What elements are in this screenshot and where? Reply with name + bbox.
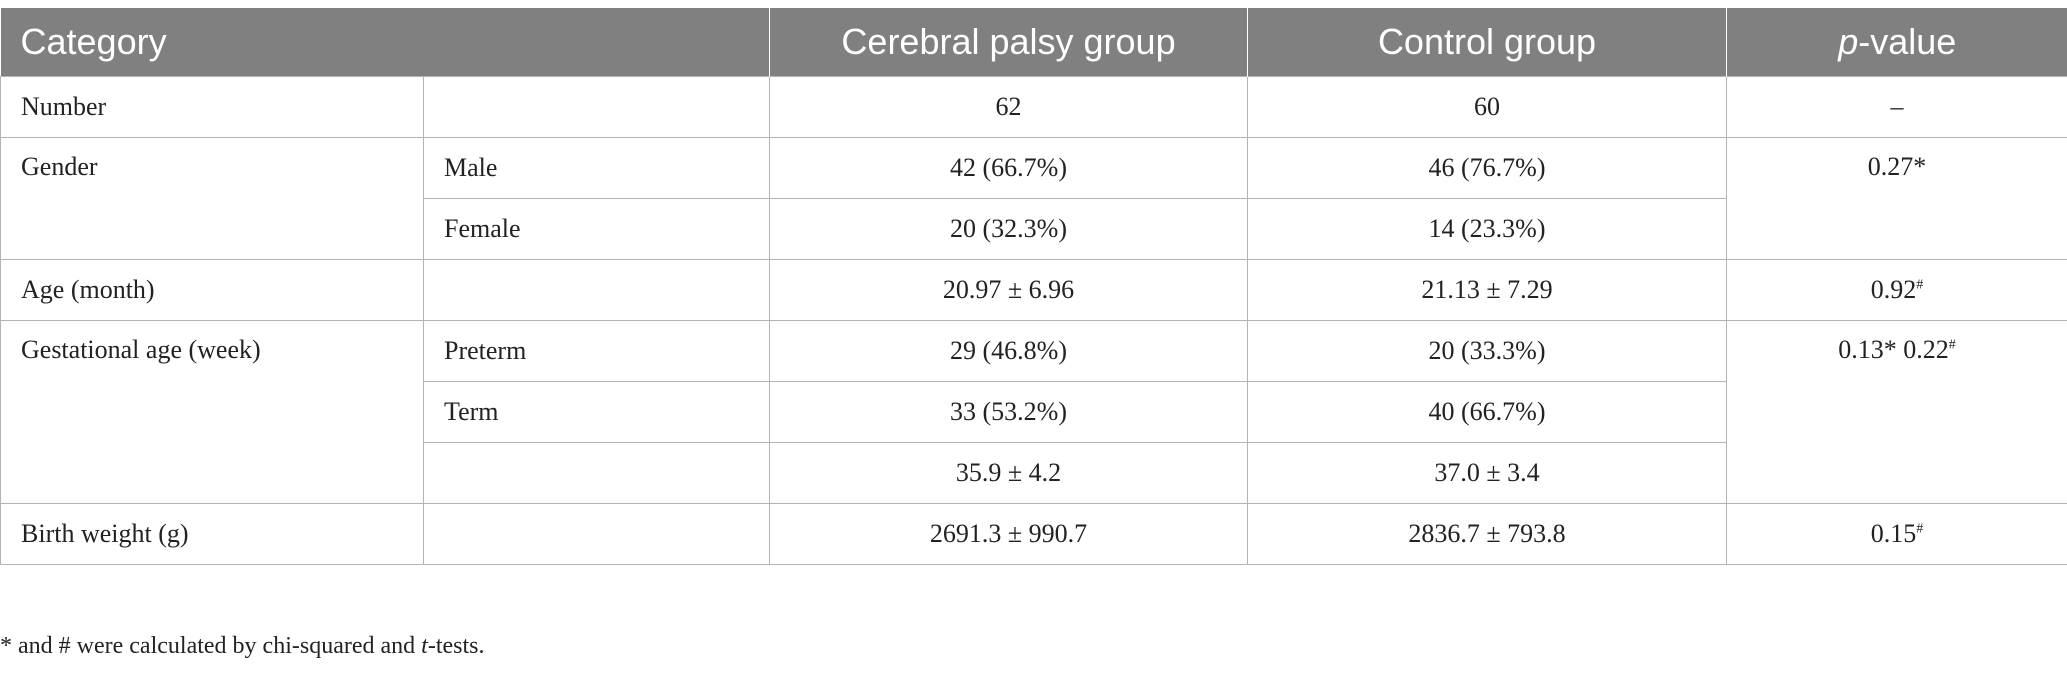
sub-label-female: Female (422, 198, 771, 260)
cell-age-p: 0.92# (1726, 259, 2067, 321)
cell-gender-p: 0.27* (1726, 137, 2067, 260)
sub-label-preterm: Preterm (422, 320, 771, 382)
table-row-gender-male: Gender Male 42 (66.7%) 46 (76.7%) 0.27* (0, 137, 2067, 260)
cell-birth-weight-control: 2836.7 ± 793.8 (1247, 503, 1728, 565)
cell-number-p: – (1726, 76, 2067, 138)
sub-label-empty (422, 442, 771, 504)
cell-preterm-control: 20 (33.3%) (1247, 320, 1728, 382)
table-footnote: * and # were calculated by chi-squared a… (0, 633, 485, 660)
table-row-gender-female: Female 20 (32.3%) 14 (23.3%) (1, 198, 2067, 260)
row-label-number: Number (0, 76, 424, 138)
birth-weight-p-mark: # (1916, 521, 1924, 537)
header-pvalue: p-value (1726, 8, 2067, 77)
footnote-prefix: * and # were calculated by chi-squared a… (0, 633, 422, 659)
cell-number-control: 60 (1247, 76, 1728, 138)
row-label-gestational: Gestational age (week) (0, 320, 424, 504)
age-p-value: 0.92 (1870, 275, 1917, 304)
cell-preterm-cp: 29 (46.8%) (769, 320, 1249, 382)
cell-gestational-mean-control: 37.0 ± 3.4 (1247, 442, 1728, 504)
sub-label-empty (422, 259, 771, 321)
header-row: Category Cerebral palsy group Control gr… (0, 8, 2067, 77)
cell-male-cp: 42 (66.7%) (769, 137, 1249, 199)
header-pvalue-rest: -value (1858, 21, 1957, 62)
cell-gestational-mean-cp: 35.9 ± 4.2 (769, 442, 1249, 504)
table-row-age: Age (month) 20.97 ± 6.96 21.13 ± 7.29 0.… (0, 259, 2067, 321)
header-cp-group: Cerebral palsy group (769, 8, 1248, 77)
header-control-group: Control group (1247, 8, 1727, 77)
cell-birth-weight-p: 0.15# (1726, 503, 2067, 565)
footnote-suffix: -tests. (427, 633, 485, 659)
cell-age-control: 21.13 ± 7.29 (1247, 259, 1728, 321)
header-category: Category (0, 8, 770, 77)
cell-number-cp: 62 (769, 76, 1249, 138)
cell-term-control: 40 (66.7%) (1247, 381, 1728, 443)
row-label-birth-weight: Birth weight (g) (0, 503, 424, 565)
cell-female-control: 14 (23.3%) (1247, 198, 1728, 260)
cell-birth-weight-cp: 2691.3 ± 990.7 (769, 503, 1249, 565)
row-label-age: Age (month) (0, 259, 424, 321)
table-row-gestational-preterm: Gestational age (week) Preterm 29 (46.8%… (0, 320, 2067, 504)
sub-label-empty (422, 76, 771, 138)
row-label-gender: Gender (0, 137, 424, 260)
gestational-p-mark: # (1948, 337, 1956, 353)
birth-weight-p-value: 0.15 (1870, 519, 1917, 548)
cell-gestational-p: 0.13* 0.22# (1726, 320, 2067, 504)
sub-label-term: Term (422, 381, 771, 443)
cell-male-control: 46 (76.7%) (1247, 137, 1728, 199)
cell-term-cp: 33 (53.2%) (769, 381, 1249, 443)
sub-label-male: Male (422, 137, 771, 199)
gestational-p-value: 0.13* 0.22 (1838, 335, 1949, 364)
age-p-mark: # (1916, 277, 1924, 293)
sub-label-empty (422, 503, 771, 565)
demographics-table: Category Cerebral palsy group Control gr… (0, 8, 2067, 565)
table-row-gestational-mean: 35.9 ± 4.2 37.0 ± 3.4 (1, 442, 2067, 504)
cell-female-cp: 20 (32.3%) (769, 198, 1249, 260)
cell-age-cp: 20.97 ± 6.96 (769, 259, 1249, 321)
table-row-birth-weight: Birth weight (g) 2691.3 ± 990.7 2836.7 ±… (0, 503, 2067, 565)
header-pvalue-italic: p (1838, 21, 1859, 62)
footnote-italic: t (421, 633, 428, 659)
table-row-number: Number 62 60 – (0, 76, 2067, 138)
